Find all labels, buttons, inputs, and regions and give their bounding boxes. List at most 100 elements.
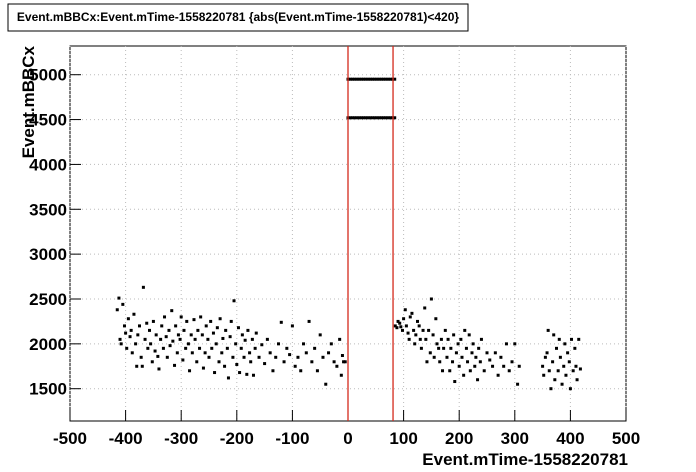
x-tick-label: 0 (343, 429, 352, 448)
point (182, 328, 186, 332)
point (224, 328, 228, 332)
point (388, 77, 392, 81)
point (573, 346, 577, 350)
point (393, 116, 397, 120)
point (558, 355, 562, 359)
point (310, 360, 314, 364)
point (504, 342, 508, 346)
point (136, 333, 140, 337)
point (257, 355, 261, 359)
point (388, 116, 392, 120)
point (417, 324, 421, 328)
point (138, 324, 141, 328)
point (460, 355, 464, 359)
point (404, 324, 408, 328)
point (574, 364, 578, 368)
point (482, 369, 486, 373)
title-box (7, 3, 469, 32)
point (238, 371, 242, 375)
x-tick-label: 500 (612, 429, 640, 448)
point (225, 346, 229, 350)
point (293, 364, 297, 368)
point (248, 351, 252, 355)
point (201, 366, 205, 370)
point (141, 285, 145, 289)
point (386, 77, 390, 81)
point (277, 342, 280, 346)
y-tick-label: 3500 (29, 200, 67, 219)
point (491, 364, 495, 368)
point (220, 351, 224, 355)
point (179, 315, 183, 319)
point (122, 324, 126, 328)
point (135, 364, 139, 368)
point (462, 373, 466, 377)
point (119, 342, 123, 346)
point (271, 369, 275, 373)
point (213, 371, 217, 375)
point (340, 354, 344, 358)
point (362, 77, 366, 81)
point (377, 116, 381, 120)
point (357, 77, 361, 81)
x-tick-label: 400 (556, 429, 584, 448)
point (338, 337, 342, 341)
point (329, 342, 333, 346)
point (335, 364, 339, 368)
point (568, 387, 572, 391)
point (129, 328, 133, 332)
point (115, 308, 119, 312)
point (242, 355, 246, 359)
point (204, 324, 208, 328)
point (348, 77, 352, 81)
point (570, 337, 574, 341)
point (153, 349, 157, 353)
point (560, 382, 564, 386)
point (189, 333, 193, 337)
point (431, 333, 435, 337)
point (226, 376, 230, 380)
point (545, 351, 549, 355)
point (485, 351, 489, 355)
point (471, 342, 475, 346)
point (575, 378, 579, 382)
point (557, 337, 561, 341)
point (496, 373, 500, 377)
point (176, 333, 180, 337)
point (421, 328, 425, 332)
point (195, 360, 199, 364)
point (453, 380, 457, 384)
point (263, 362, 267, 366)
point (477, 346, 481, 350)
y-tick-label: 2500 (29, 290, 67, 309)
y-tick-label: 4500 (29, 111, 67, 130)
point (143, 337, 147, 341)
point (159, 337, 163, 341)
chart-title: Event.mBBCx:Event.mTime-1558220781 {abs(… (17, 10, 459, 24)
point (364, 116, 368, 120)
point (359, 116, 363, 120)
point (203, 351, 207, 355)
y-tick-label: 2000 (29, 335, 67, 354)
y-tick-label: 5000 (29, 66, 67, 85)
point (549, 387, 553, 391)
point (429, 297, 433, 301)
point (375, 116, 379, 120)
point (211, 331, 215, 335)
point (370, 116, 374, 120)
y-axis-title: Event.mBBCx (19, 45, 38, 158)
point (407, 337, 411, 341)
x-tick-label: -300 (164, 429, 198, 448)
point (478, 360, 482, 364)
point (386, 116, 390, 120)
point (464, 346, 468, 350)
point (188, 369, 192, 373)
point (165, 355, 169, 359)
y-tick-label: 4000 (29, 155, 67, 174)
point (117, 296, 121, 300)
point (379, 116, 383, 120)
point (382, 116, 386, 120)
point (578, 367, 582, 371)
point (124, 331, 128, 335)
point (299, 369, 303, 373)
